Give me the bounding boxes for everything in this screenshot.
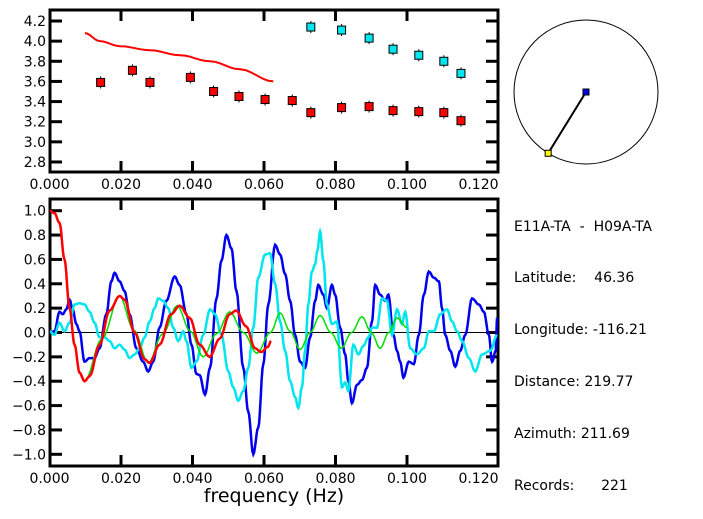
x-tick-label: 0.100 (387, 177, 427, 193)
data-point-red-squares (127, 65, 137, 75)
station-marker-source (582, 88, 590, 96)
data-point-red-squares (234, 92, 244, 102)
station-map (513, 19, 659, 165)
x-tick-label: 0.020 (101, 177, 141, 193)
data-point-cyan-squares (456, 68, 466, 78)
x-tick-label: 0.060 (244, 177, 284, 193)
x-tick-label: 0.060 (244, 471, 284, 487)
info-value: -116.21 (592, 322, 647, 339)
series-blue (50, 232, 498, 458)
y-tick-label: 0.6 (24, 252, 46, 268)
x-tick-label: 0.000 (29, 177, 69, 193)
data-point-red-squares (145, 77, 155, 87)
data-point-red-squares (209, 86, 219, 96)
y-tick-label: 3.2 (24, 115, 46, 131)
info-value: 211.69 (580, 426, 630, 443)
y-tick-label: 3.4 (24, 95, 46, 111)
y-tick-label: 3.0 (24, 135, 46, 151)
data-point-cyan-squares (337, 25, 347, 35)
data-point-cyan-squares (414, 50, 424, 60)
data-point-red-squares (287, 96, 297, 106)
info-latitude: Latitude: 46.36 (514, 270, 652, 287)
info-value: 221 (601, 478, 628, 495)
info-value: 46.36 (594, 270, 635, 287)
data-point-red-squares (96, 77, 106, 87)
y-tick-label: −0.2 (12, 350, 46, 366)
series-cyan (50, 227, 498, 411)
data-point-cyan-squares (306, 22, 316, 32)
plot-frame (48, 8, 500, 174)
info-label: Longitude: (514, 322, 589, 339)
data-point-red-squares (185, 72, 195, 82)
y-tick-label: 3.8 (24, 54, 46, 70)
y-tick-label: 0.8 (24, 228, 46, 244)
info-label: Records: (514, 478, 575, 495)
info-label: Distance: (514, 374, 580, 391)
info-records: Records: 221 (514, 478, 652, 495)
x-tick-label: 0.040 (172, 177, 212, 193)
station-pair: E11A-TA - H09A-TA (514, 218, 653, 235)
x-tick-label: 0.000 (29, 471, 69, 487)
data-point-red-squares (306, 108, 316, 118)
y-tick-label: 4.2 (24, 14, 46, 30)
x-tick-label: 0.120 (458, 471, 498, 487)
station-marker-receiver (544, 149, 552, 157)
info-longitude: Longitude: -116.21 (514, 322, 652, 339)
data-point-red-squares (388, 106, 398, 116)
spacer (574, 478, 601, 494)
x-tick-label: 0.020 (101, 471, 141, 487)
y-tick-label: 0.0 (24, 326, 46, 342)
y-tick-label: 3.6 (24, 74, 46, 90)
y-tick-label: 1.0 (24, 204, 46, 220)
info-label: Latitude: (514, 270, 577, 287)
great-circle-path (547, 91, 587, 154)
data-point-red-squares (337, 103, 347, 113)
y-tick-label: −1.0 (12, 447, 46, 463)
series-green (82, 294, 408, 383)
y-tick-label: −0.8 (12, 423, 46, 439)
y-tick-label: 2.8 (24, 155, 46, 171)
x-tick-label: 0.040 (172, 471, 212, 487)
series-red (50, 209, 272, 383)
y-tick-label: −0.4 (12, 374, 46, 390)
y-tick-label: 0.4 (24, 277, 46, 293)
data-point-red-squares (260, 95, 270, 105)
x-tick-label: 0.120 (458, 177, 498, 193)
data-point-cyan-squares (364, 33, 374, 43)
data-point-red-squares (456, 116, 466, 126)
x-axis-label: frequency (Hz) (204, 485, 344, 507)
station-info-panel: E11A-TA - H09A-TA Latitude: 46.36 Longit… (514, 184, 652, 513)
info-distance: Distance: 219.77 (514, 374, 652, 391)
data-point-cyan-squares (388, 44, 398, 54)
data-point-cyan-squares (439, 56, 449, 66)
x-tick-label: 0.080 (315, 177, 355, 193)
y-tick-label: 4.0 (24, 34, 46, 50)
data-point-red-squares (439, 108, 449, 118)
y-tick-label: 0.2 (24, 301, 46, 317)
info-value: 219.77 (584, 374, 634, 391)
map-circle (513, 19, 659, 165)
top-chart: 0.000 0.020 0.040 0.060 0.080 0.100 0.120 2.8 3.… (24, 8, 500, 193)
y-tick-label: −0.6 (12, 399, 46, 415)
info-label: Azimuth: (514, 426, 577, 443)
spacer (576, 270, 594, 286)
info-azimuth: Azimuth: 211.69 (514, 426, 652, 443)
data-point-red-squares (364, 102, 374, 112)
x-tick-label: 0.100 (387, 471, 427, 487)
data-point-red-squares (414, 107, 424, 117)
bottom-chart: 0.000 0.020 0.040 0.060 0.080 0.100 0.120 −1.0 −… (12, 197, 500, 487)
series-red-line (84, 32, 274, 83)
x-tick-label: 0.080 (315, 471, 355, 487)
